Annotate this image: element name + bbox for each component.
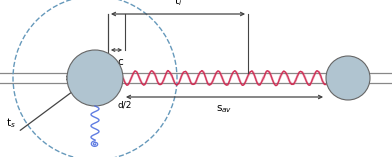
Text: c: c	[118, 57, 123, 67]
Text: d/2: d/2	[118, 101, 132, 110]
Text: δ: δ	[72, 74, 78, 84]
Text: t$_i$: t$_i$	[174, 0, 182, 8]
Circle shape	[326, 56, 370, 100]
Text: s$_{av}$: s$_{av}$	[216, 103, 233, 115]
Text: t$_s$: t$_s$	[6, 116, 16, 130]
Circle shape	[67, 50, 123, 106]
